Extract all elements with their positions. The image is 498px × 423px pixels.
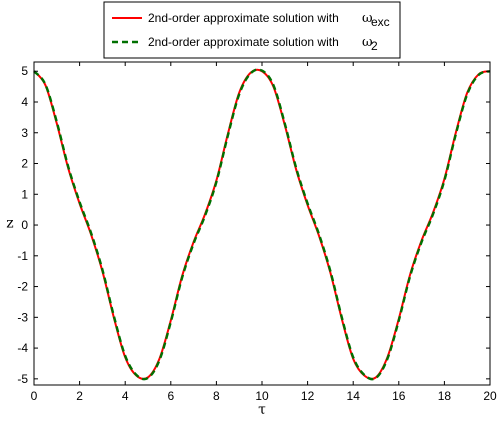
y-axis: 5 4 3 2 1 0 -1 -2 -3 -4 -5 [17, 64, 490, 386]
x-tick-label: 12 [301, 389, 315, 403]
x-tick-label: 20 [483, 389, 497, 403]
x-tick-label: 10 [255, 389, 269, 403]
x-tick-label: 0 [31, 389, 38, 403]
y-tick-label: 3 [21, 126, 28, 140]
legend-symbol-1: ω [362, 11, 373, 26]
legend-subscript-2: 2 [371, 39, 378, 53]
y-tick-label: -2 [17, 280, 28, 294]
y-tick-label: -4 [17, 341, 28, 355]
x-axis-label: τ [258, 402, 266, 418]
x-tick-label: 18 [438, 389, 452, 403]
y-tick-label: -5 [17, 372, 28, 386]
legend-box [103, 1, 401, 59]
y-tick-label: 1 [21, 187, 28, 201]
x-tick-label: 16 [392, 389, 406, 403]
legend-label-2: 2nd-order approximate solution with [148, 35, 339, 49]
x-axis: 0 2 4 6 8 10 12 14 16 18 20 [31, 62, 497, 403]
x-tick-label: 8 [213, 389, 220, 403]
y-tick-label: 0 [21, 218, 28, 232]
legend-label-1: 2nd-order approximate solution with [148, 11, 339, 25]
x-tick-label: 2 [76, 389, 83, 403]
y-tick-label: 4 [21, 95, 28, 109]
y-tick-label: -3 [17, 310, 28, 324]
y-tick-label: 5 [21, 64, 28, 78]
series-layer [33, 68, 491, 381]
series-line-2 [33, 68, 491, 381]
x-tick-label: 14 [347, 389, 361, 403]
legend-symbol-2: ω [362, 35, 373, 50]
legend-entries: 2nd-order approximate solution with ωexc2… [112, 11, 390, 53]
legend: 2nd-order approximate solution with ωexc2… [103, 1, 401, 59]
y-tick-label: -1 [17, 249, 28, 263]
legend-subscript-1: exc [371, 15, 390, 29]
y-tick-label: 2 [21, 157, 28, 171]
x-tick-label: 6 [167, 389, 174, 403]
y-axis-label: z [6, 216, 13, 232]
x-tick-label: 4 [122, 389, 129, 403]
